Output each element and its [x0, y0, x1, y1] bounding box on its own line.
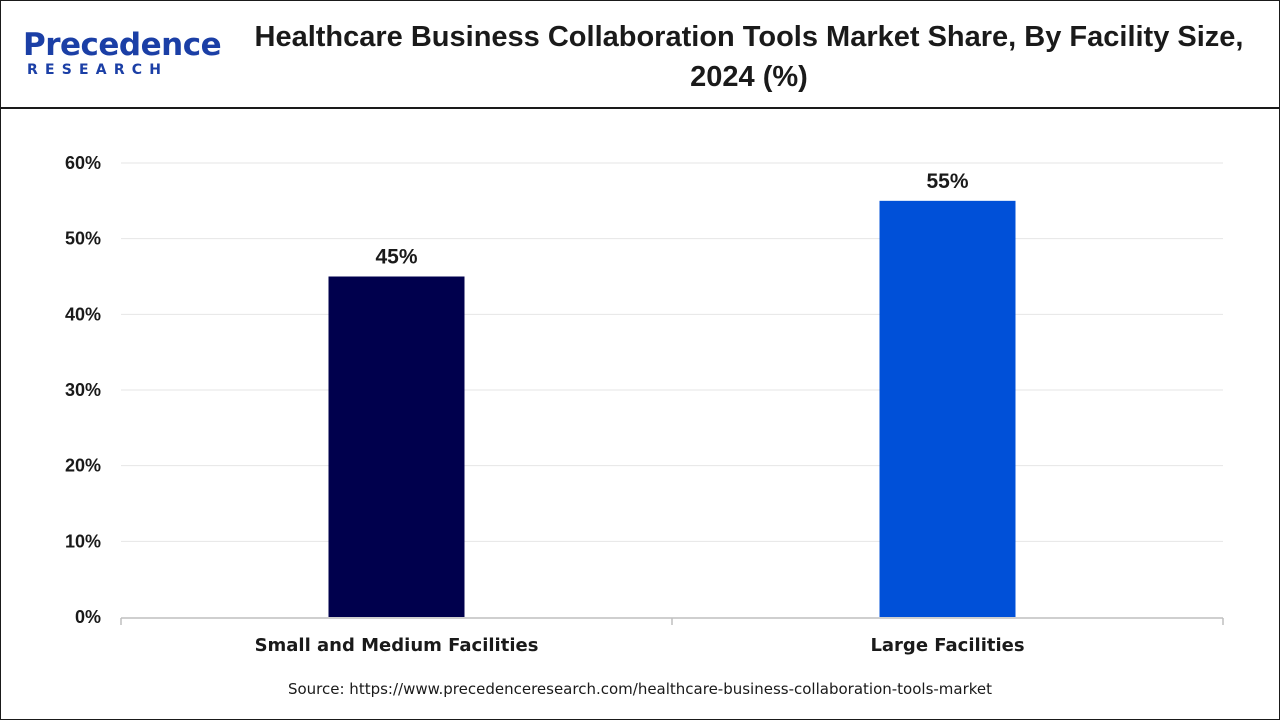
bar	[879, 200, 1016, 617]
y-tick-label: 30%	[65, 380, 101, 400]
brand-logo: Precedence RESEARCH	[23, 27, 223, 87]
bar	[328, 276, 465, 617]
y-tick-label: 20%	[65, 456, 101, 476]
chart-title: Healthcare Business Collaboration Tools …	[254, 21, 1244, 93]
data-label: 45%	[375, 246, 417, 269]
brand-sub: RESEARCH	[27, 62, 169, 78]
brand-name: Precedence	[23, 27, 222, 63]
data-label: 55%	[926, 170, 968, 193]
y-tick-label: 40%	[65, 304, 101, 324]
x-category-label: Large Facilities	[870, 635, 1024, 656]
y-tick-label: 0%	[75, 607, 101, 627]
source-note: Source: https://www.precedenceresearch.c…	[287, 680, 993, 698]
x-category-label: Small and Medium Facilities	[255, 635, 539, 656]
header: Precedence RESEARCH Healthcare Business …	[1, 1, 1279, 109]
y-tick-label: 60%	[65, 153, 101, 173]
y-tick-label: 50%	[65, 229, 101, 249]
bar-chart: 0% 10% 20% 30% 40% 50% 60% 45% Small and Medium …	[65, 153, 1224, 656]
y-tick-label: 10%	[65, 531, 101, 551]
